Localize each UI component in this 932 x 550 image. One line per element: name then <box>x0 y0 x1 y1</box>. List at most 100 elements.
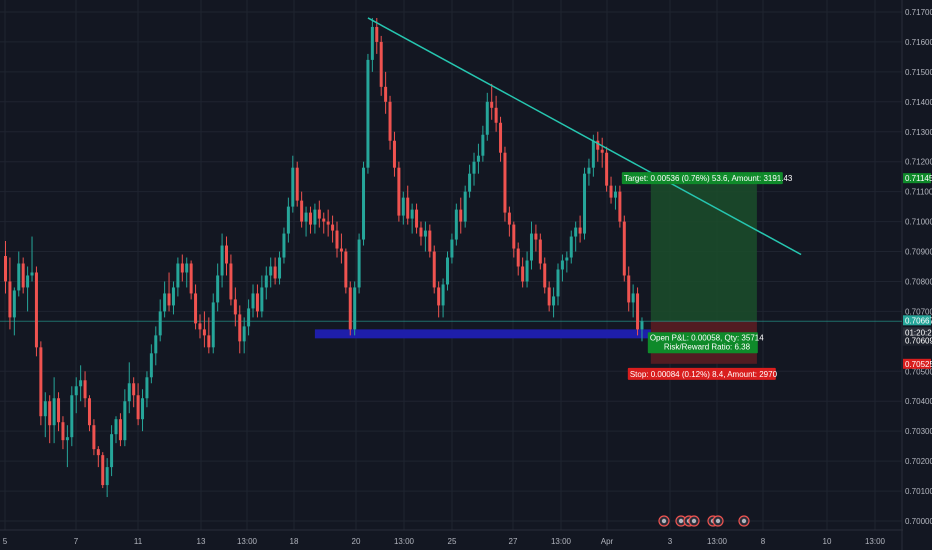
candle <box>446 251 449 291</box>
candle <box>286 197 290 243</box>
candle <box>529 221 533 270</box>
candle <box>300 191 304 228</box>
candle-body <box>87 398 91 426</box>
economic-event-icon[interactable] <box>658 515 670 527</box>
countdown-tag-box <box>903 327 931 338</box>
candle-body <box>30 272 34 276</box>
candle-body <box>344 251 348 288</box>
candle <box>313 203 317 234</box>
candle <box>26 266 30 312</box>
candle-body <box>339 248 343 252</box>
price-tick-label: 0.70400 <box>905 397 932 406</box>
time-tick-label: 5 <box>3 537 8 546</box>
candle-body <box>57 398 61 423</box>
candle <box>370 17 374 72</box>
time-tick-label: 13:00 <box>394 537 415 546</box>
candle-body <box>317 209 321 219</box>
candle <box>543 257 547 294</box>
time-axis[interactable]: 5 7 11 13 13:00 18 20 13:00 25 27 13:00 Apr 3 13:00 8 1… <box>3 537 886 546</box>
pnl-label-box <box>647 332 758 354</box>
candle <box>8 257 12 330</box>
candle-body <box>591 140 595 168</box>
candle-body <box>291 167 295 207</box>
candle <box>331 215 335 243</box>
candle <box>92 419 96 456</box>
candle <box>432 245 436 294</box>
candle-body <box>362 167 366 240</box>
candle <box>415 203 419 234</box>
economic-event-icon[interactable] <box>688 515 700 527</box>
candle-body <box>220 245 224 276</box>
time-tick-label: 10 <box>823 537 832 546</box>
candle <box>476 143 480 174</box>
candle-body <box>587 167 591 174</box>
drawing-lines[interactable] <box>367 17 802 256</box>
candle-body <box>207 335 211 348</box>
economic-event-icon[interactable] <box>675 515 687 527</box>
price-axis-bg <box>903 0 932 550</box>
candle <box>211 293 215 354</box>
support-zone[interactable] <box>314 329 651 339</box>
event-markers[interactable] <box>658 515 750 527</box>
candle-body <box>547 287 551 306</box>
candle <box>468 164 472 198</box>
candle <box>534 224 538 252</box>
price-tick-label: 0.71200 <box>905 158 932 167</box>
price-tick-label: 0.70900 <box>905 248 932 257</box>
candle <box>463 185 467 228</box>
candle-body <box>189 263 193 294</box>
economic-event-icon[interactable] <box>712 515 724 527</box>
candle-body <box>167 293 171 306</box>
candle-body <box>613 191 617 198</box>
candle <box>34 266 38 357</box>
trendline[interactable] <box>367 17 802 256</box>
candle-body <box>194 293 198 324</box>
price-tick-label: 0.71300 <box>905 128 932 137</box>
entry-price-tag-box <box>903 315 931 326</box>
candle-body <box>273 266 277 279</box>
candle <box>401 191 405 225</box>
time-tick-label: 11 <box>134 537 143 546</box>
candle <box>194 284 198 330</box>
candle <box>233 287 237 327</box>
candle <box>185 257 189 288</box>
candle <box>547 281 551 312</box>
economic-event-icon[interactable] <box>738 515 750 527</box>
target-price-tag: 0.71145 <box>905 174 932 183</box>
candle <box>552 287 556 318</box>
candle-body <box>552 296 556 306</box>
candle <box>622 215 626 282</box>
candle <box>61 416 65 450</box>
candle-body <box>596 140 600 150</box>
candle-body <box>375 26 379 42</box>
candle-body <box>636 293 640 330</box>
candle-body <box>538 239 542 264</box>
candle <box>419 221 423 246</box>
candle-body <box>353 287 357 330</box>
candle-body <box>556 269 560 297</box>
candle-body <box>485 101 489 135</box>
candle-body <box>255 293 259 312</box>
candle <box>43 392 47 438</box>
candle <box>176 257 180 297</box>
candle-body <box>406 197 410 219</box>
candle-body <box>503 152 507 213</box>
candle <box>565 251 569 273</box>
candle <box>423 221 427 252</box>
candle-body <box>171 287 175 306</box>
stop-price-tag-box <box>903 358 931 369</box>
candle-body <box>521 266 525 282</box>
candle-body <box>21 263 25 288</box>
candle-body <box>432 251 436 288</box>
candle-body <box>74 386 78 396</box>
target-zone[interactable] <box>650 178 757 322</box>
candle <box>242 317 246 354</box>
candle-body <box>176 263 180 288</box>
candle-body <box>123 401 127 441</box>
candle-body <box>370 26 374 60</box>
price-axis[interactable]: 0.71700 0.71600 0.71500 0.71400 0.71300 0.712… <box>903 0 932 550</box>
candle <box>441 278 445 318</box>
candle-body <box>388 101 392 141</box>
candle <box>384 71 388 114</box>
